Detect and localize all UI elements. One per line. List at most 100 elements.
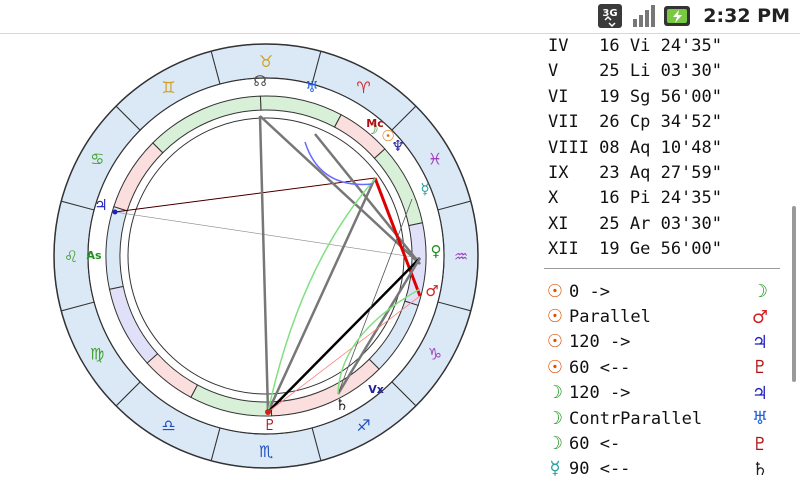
aspect-line: [267, 257, 421, 413]
ic-marker: [265, 409, 271, 415]
aspect-line: [259, 115, 421, 265]
house-sector: [105, 205, 128, 290]
house-cusp-row: VII 26 Cp 34'52": [548, 112, 722, 133]
zodiac-sign-icon: ♉: [259, 52, 273, 71]
planet-glyph-icon: ☉: [546, 331, 564, 353]
planet-glyph-icon: ☽: [546, 433, 564, 455]
planet-glyph-icon: ☿: [549, 458, 561, 480]
chart-wheel[interactable]: ♉ ♈ ♓ ♒ ♑ ♐ ♏ ♎ ♍ ♌ ♋ ♊ ☉☽ ☿ ♀ ♂ ♃ ♄ ♅ ♆ ♇ ☊ As Mc Vx: [0, 34, 532, 480]
house-sector: [333, 114, 386, 160]
planet-glyph-icon: ♂: [751, 306, 769, 328]
aspect-line: [114, 211, 421, 259]
aspect-label: 90 <--: [569, 459, 631, 480]
house-cusp-row: X 16 Pi 24'35": [548, 188, 722, 209]
pluto-icon: ♇: [263, 416, 276, 434]
zodiac-sign-icon: ♎: [161, 416, 175, 435]
planet-glyph-icon: ☉: [546, 306, 564, 328]
moon-icon: ☽: [365, 120, 378, 138]
planet-glyph-icon: ☽: [546, 382, 564, 404]
house-sector: [368, 300, 419, 370]
scrollbar[interactable]: [792, 206, 796, 382]
planet-glyph-icon: ♇: [751, 357, 769, 379]
aspect-label: 120 ->: [569, 383, 631, 404]
aspect-line: [337, 198, 413, 395]
zodiac-sign-icon: ♌: [64, 247, 78, 266]
mercury-icon: ☿: [420, 180, 429, 198]
house-sector: [373, 148, 424, 227]
house-cusp-list: IV 16 Vi 24'35" V 25 Li 03'30" VI 19 Sg 56…: [540, 34, 790, 263]
node-icon: ☊: [253, 72, 266, 90]
details-panel[interactable]: IV 16 Vi 24'35" V 25 Li 03'30" VI 19 Sg 56…: [540, 34, 790, 480]
planet-glyph-icon: ♄: [751, 458, 769, 480]
mars-icon: ♂: [425, 282, 438, 300]
ascendant-label: As: [86, 249, 102, 262]
planet-glyph-icon: ♇: [751, 433, 769, 455]
aspect-row[interactable]: ☽ 120 -> ♃: [544, 381, 790, 406]
planet-glyph-icon: ♅: [751, 408, 769, 430]
planet-glyph-icon: ♃: [751, 382, 769, 404]
house-cusp-row: XI 25 Ar 03'30": [548, 213, 722, 234]
house-cusp-row: V 25 Li 03'30": [548, 61, 722, 82]
house-cusp-row: VI 19 Sg 56'00": [548, 86, 722, 107]
saturn-icon: ♄: [335, 396, 348, 414]
zodiac-sign-icon: ♈: [356, 78, 370, 97]
status-bar: 3G 2:32 PM: [0, 0, 800, 34]
zodiac-sign-icon: ♐: [356, 416, 370, 435]
aspect-label: Parallel: [569, 307, 651, 328]
aspect-label: 0 ->: [569, 281, 610, 302]
house-sector: [113, 142, 164, 212]
aspect-label: ContrParallel: [569, 408, 703, 429]
aspect-label: 60 <-: [569, 434, 621, 455]
planet-glyph-icon: ♃: [751, 331, 769, 353]
zodiac-sign-icon: ♍: [90, 345, 104, 364]
aspect-row[interactable]: ☉ 0 -> ☽: [544, 279, 790, 304]
aspect-row[interactable]: ☉ 60 <-- ♇: [544, 355, 790, 380]
status-icons: 3G 2:32 PM: [595, 2, 790, 30]
aspect-line: [267, 295, 421, 413]
aspect-row[interactable]: ☽ 60 <- ♇: [544, 431, 790, 456]
zodiac-sign-icon: ♑: [428, 345, 442, 364]
aspect-line: [258, 115, 270, 413]
planet-glyph-icon: ☉: [546, 356, 564, 378]
venus-icon: ♀: [431, 242, 442, 260]
svg-text:3G: 3G: [603, 8, 618, 19]
house-cusp-row: IX 23 Aq 27'59": [548, 162, 722, 183]
aspect-line: [266, 177, 377, 413]
aspect-list: ☉ 0 -> ☽ ☉ Parallel ♂ ☉ 120 -> ♃ ☉ 60 <-- ♇ ☽ 120 -> ♃…: [544, 279, 790, 480]
house-sector: [146, 352, 199, 398]
planet-glyph-icon: ☽: [546, 407, 564, 429]
zodiac-sign-icon: ♏: [259, 442, 273, 461]
3g-icon: 3G: [595, 3, 625, 29]
aspect-curve: [267, 178, 376, 413]
battery-charging-icon: [663, 3, 693, 29]
aspect-row[interactable]: ☉ Parallel ♂: [544, 304, 790, 329]
house-sector: [152, 95, 262, 154]
midheaven-label: Mc: [366, 117, 383, 130]
zodiac-sign-icon: ♓: [428, 150, 442, 169]
jupiter-marker: [112, 209, 118, 215]
zodiac-sign-icon: ♊: [161, 78, 175, 97]
vertex-label: Vx: [368, 383, 384, 396]
jupiter-icon: ♃: [94, 196, 107, 214]
aspect-row[interactable]: ☉ 120 -> ♃: [544, 330, 790, 355]
aspect-row[interactable]: ☽ ContrParallel ♅: [544, 406, 790, 431]
aspect-curve: [337, 288, 421, 395]
status-time: 2:32 PM: [703, 5, 790, 27]
house-cusp-row: VIII 08 Aq 10'48": [548, 137, 722, 158]
aspect-line: [314, 133, 421, 265]
sun-icon: ☉: [381, 127, 394, 145]
zodiac-inner-ring: [87, 77, 445, 435]
aspect-row[interactable]: ☿ 90 <-- ♄: [544, 457, 790, 480]
house-sector: [190, 384, 273, 417]
zodiac-sign-icon: ♒: [454, 247, 468, 266]
house-sector: [270, 358, 380, 417]
zodiac-sign-icon: ♋: [90, 150, 104, 169]
neptune-icon: ♆: [391, 137, 404, 155]
house-cusp-row: IV 16 Vi 24'35": [548, 36, 722, 56]
aspect-curve: [304, 141, 373, 186]
aspect-label: 120 ->: [569, 332, 631, 353]
aspect-line: [336, 257, 422, 395]
house-cusp-row: XII 19 Ge 56'00": [548, 239, 722, 260]
natal-chart[interactable]: ♉ ♈ ♓ ♒ ♑ ♐ ♏ ♎ ♍ ♌ ♋ ♊ ☉ ☽ ☿ ♀ ♂ ♃ ♄ ♅ ♆ ♇ ☊ As Mc Vx: [0, 34, 532, 480]
uranus-icon: ♅: [305, 78, 318, 96]
